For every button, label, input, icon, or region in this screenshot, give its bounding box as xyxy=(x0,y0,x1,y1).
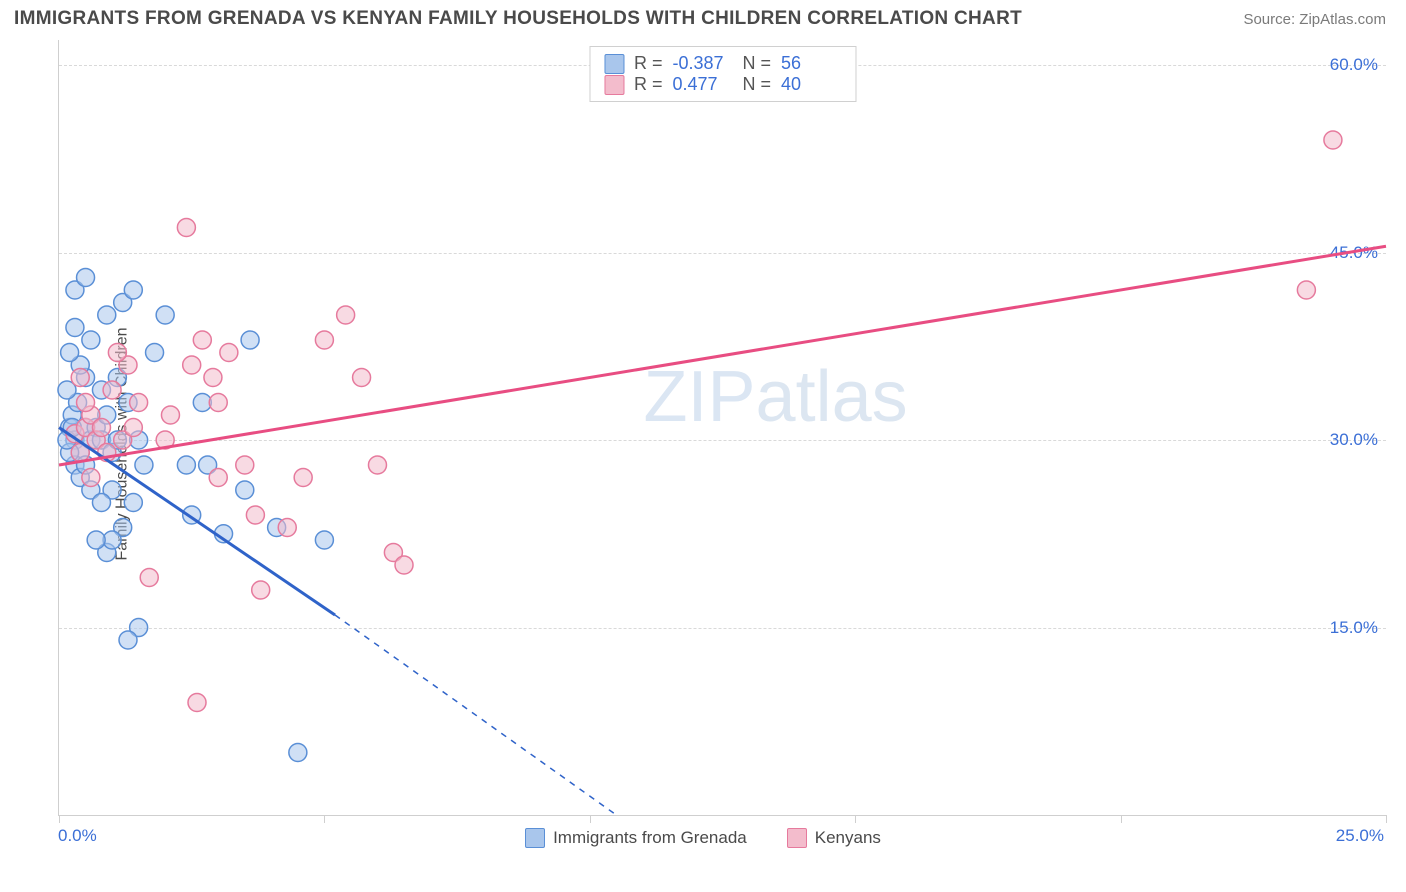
data-point-kenyans xyxy=(236,456,254,474)
data-point-grenada xyxy=(289,744,307,762)
data-point-grenada xyxy=(119,631,137,649)
x-tick xyxy=(1121,815,1122,823)
x-tick xyxy=(324,815,325,823)
x-tick xyxy=(1386,815,1387,823)
r-value-grenada: -0.387 xyxy=(673,53,733,74)
data-point-kenyans xyxy=(209,469,227,487)
data-point-kenyans xyxy=(71,369,89,387)
data-point-grenada xyxy=(92,494,110,512)
data-point-grenada xyxy=(124,281,142,299)
data-point-kenyans xyxy=(177,219,195,237)
chart-header: IMMIGRANTS FROM GRENADA VS KENYAN FAMILY… xyxy=(0,0,1406,34)
chart-source: Source: ZipAtlas.com xyxy=(1243,11,1386,28)
n-value-grenada: 56 xyxy=(781,53,841,74)
data-point-kenyans xyxy=(353,369,371,387)
plot-area: R = -0.387 N = 56 R = 0.477 N = 40 ZIPat… xyxy=(58,40,1386,816)
bottom-legend: Immigrants from Grenada Kenyans xyxy=(14,828,1392,848)
data-point-grenada xyxy=(241,331,259,349)
data-point-kenyans xyxy=(92,419,110,437)
data-point-kenyans xyxy=(161,406,179,424)
data-point-kenyans xyxy=(204,369,222,387)
legend-item-kenyans: Kenyans xyxy=(787,828,881,848)
data-point-grenada xyxy=(98,306,116,324)
r-label: R = xyxy=(634,53,663,74)
data-point-grenada xyxy=(177,456,195,474)
data-point-grenada xyxy=(77,269,95,287)
correlation-stats-box: R = -0.387 N = 56 R = 0.477 N = 40 xyxy=(589,46,856,102)
x-tick-label-min: 0.0% xyxy=(58,826,97,846)
data-point-grenada xyxy=(61,344,79,362)
data-point-kenyans xyxy=(220,344,238,362)
swatch-grenada xyxy=(604,54,624,74)
data-point-kenyans xyxy=(294,469,312,487)
r-value-kenyans: 0.477 xyxy=(673,74,733,95)
data-point-kenyans xyxy=(82,469,100,487)
data-point-kenyans xyxy=(209,394,227,412)
data-point-grenada xyxy=(66,319,84,337)
legend-item-grenada: Immigrants from Grenada xyxy=(525,828,747,848)
data-point-grenada xyxy=(82,331,100,349)
data-point-grenada xyxy=(135,456,153,474)
data-point-kenyans xyxy=(246,506,264,524)
trendline-grenada-dashed xyxy=(335,615,616,815)
legend-swatch-grenada xyxy=(525,828,545,848)
data-point-grenada xyxy=(156,306,174,324)
n-label: N = xyxy=(743,53,772,74)
trendline-kenyans xyxy=(59,246,1386,465)
data-point-kenyans xyxy=(1297,281,1315,299)
data-point-kenyans xyxy=(108,344,126,362)
r-label: R = xyxy=(634,74,663,95)
data-point-kenyans xyxy=(278,519,296,537)
data-point-grenada xyxy=(146,344,164,362)
data-point-kenyans xyxy=(183,356,201,374)
legend-swatch-kenyans xyxy=(787,828,807,848)
data-point-grenada xyxy=(87,531,105,549)
x-tick xyxy=(590,815,591,823)
x-tick xyxy=(855,815,856,823)
data-point-kenyans xyxy=(77,394,95,412)
data-point-kenyans xyxy=(337,306,355,324)
data-point-kenyans xyxy=(368,456,386,474)
data-point-grenada xyxy=(124,494,142,512)
swatch-kenyans xyxy=(604,75,624,95)
stats-row-kenyans: R = 0.477 N = 40 xyxy=(604,74,841,95)
data-point-grenada xyxy=(315,531,333,549)
data-point-grenada xyxy=(236,481,254,499)
chart-container: Family Households with Children R = -0.3… xyxy=(14,34,1392,854)
data-point-kenyans xyxy=(315,331,333,349)
scatter-svg xyxy=(59,40,1386,815)
x-tick-label-max: 25.0% xyxy=(1336,826,1384,846)
x-tick xyxy=(59,815,60,823)
data-point-kenyans xyxy=(140,569,158,587)
chart-title: IMMIGRANTS FROM GRENADA VS KENYAN FAMILY… xyxy=(14,8,1022,30)
n-value-kenyans: 40 xyxy=(781,74,841,95)
data-point-kenyans xyxy=(103,381,121,399)
data-point-kenyans xyxy=(1324,131,1342,149)
data-point-kenyans xyxy=(130,394,148,412)
data-point-kenyans xyxy=(188,694,206,712)
data-point-kenyans xyxy=(395,556,413,574)
data-point-kenyans xyxy=(252,581,270,599)
data-point-kenyans xyxy=(193,331,211,349)
n-label: N = xyxy=(743,74,772,95)
data-point-kenyans xyxy=(124,419,142,437)
legend-label-kenyans: Kenyans xyxy=(815,828,881,848)
stats-row-grenada: R = -0.387 N = 56 xyxy=(604,53,841,74)
legend-label-grenada: Immigrants from Grenada xyxy=(553,828,747,848)
